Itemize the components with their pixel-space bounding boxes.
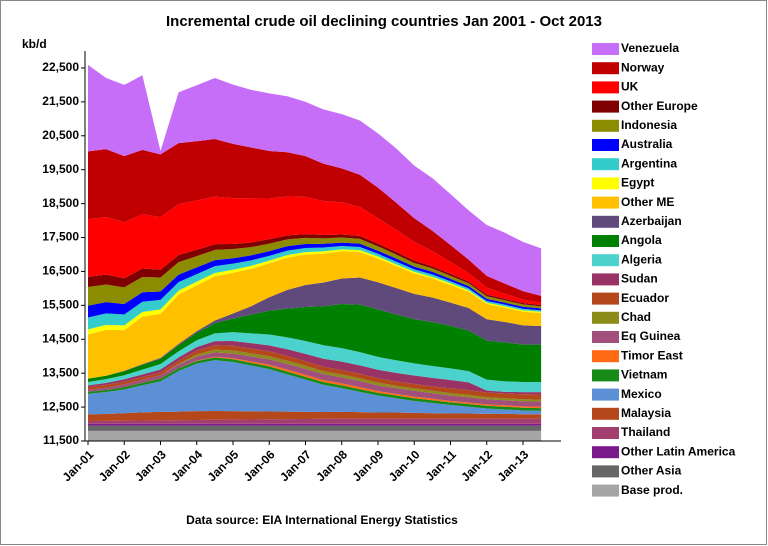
y-tick-label: 14,500 — [42, 331, 79, 345]
area — [88, 423, 542, 426]
area — [88, 430, 542, 441]
area — [88, 277, 542, 379]
legend-label: Malaysia — [621, 406, 671, 420]
legend-swatch — [592, 81, 619, 94]
legend-swatch — [592, 369, 619, 382]
legend-label: Sudan — [621, 272, 658, 286]
legend-swatch — [592, 215, 619, 228]
area — [88, 340, 542, 395]
area — [88, 345, 542, 400]
legend-swatch — [592, 484, 619, 497]
area — [88, 64, 542, 296]
legend-swatch — [592, 465, 619, 478]
legend-swatch — [592, 446, 619, 459]
y-tick-label: 21,500 — [42, 94, 79, 108]
legend-swatch — [592, 331, 619, 343]
y-tick-label: 22,500 — [42, 60, 79, 74]
legend-swatch — [592, 177, 619, 190]
legend-swatch — [592, 427, 619, 439]
y-tick-label: 13,500 — [42, 365, 79, 379]
legend-label: UK — [621, 80, 639, 94]
legend-swatch — [592, 350, 619, 363]
chart-title: Incremental crude oil declining countrie… — [166, 13, 602, 30]
area — [88, 251, 542, 379]
legend-swatch — [592, 158, 619, 171]
legend-swatch — [592, 273, 619, 286]
legend-swatch — [592, 235, 619, 247]
area — [88, 410, 542, 421]
legend-swatch — [592, 43, 619, 55]
y-tick-label: 18,500 — [42, 196, 79, 210]
area — [88, 234, 542, 307]
area — [88, 249, 542, 335]
area — [88, 303, 542, 382]
legend-label: Vietnam — [621, 368, 667, 382]
legend-swatch — [592, 292, 619, 305]
legend-label: Angola — [621, 233, 662, 247]
legend-label: Ecuador — [621, 291, 669, 305]
area — [88, 352, 542, 407]
legend-swatch — [592, 254, 619, 267]
legend-swatch — [592, 407, 619, 420]
area — [88, 139, 542, 303]
legend-label: Argentina — [621, 156, 677, 170]
y-tick-label: 20,500 — [42, 128, 79, 142]
legend-label: Other ME — [621, 195, 674, 209]
legend-label: Chad — [621, 310, 651, 324]
legend-label: Base prod. — [621, 483, 683, 497]
legend-swatch — [592, 388, 619, 401]
legend-label: Other Latin America — [621, 444, 736, 458]
area — [88, 418, 542, 424]
y-tick-label: 17,500 — [42, 230, 79, 244]
legend-swatch — [592, 62, 619, 75]
legend-swatch — [592, 100, 619, 113]
legend-label: Thailand — [621, 425, 670, 439]
legend-label: Other Europe — [621, 99, 698, 113]
legend-swatch — [592, 311, 619, 324]
legend-label: Australia — [621, 137, 673, 151]
legend-swatch — [592, 196, 619, 209]
area — [88, 196, 542, 306]
y-tick-label: 16,500 — [42, 264, 79, 278]
legend-swatch — [592, 119, 619, 132]
legend-label: Mexico — [621, 387, 662, 401]
legend-label: Algeria — [621, 252, 662, 266]
legend-label: Azerbaijan — [621, 214, 682, 228]
y-tick-label: 12,500 — [42, 399, 79, 413]
legend-label: Timor East — [621, 348, 683, 362]
y-tick-label: 19,500 — [42, 162, 79, 176]
y-tick-label: 15,500 — [42, 298, 79, 312]
area — [88, 332, 542, 393]
legend-label: Other Asia — [621, 464, 682, 478]
area — [88, 360, 542, 415]
y-axis-label: kb/d — [22, 37, 47, 51]
y-tick-label: 11,500 — [43, 433, 79, 447]
source-note: Data source: EIA International Energy St… — [186, 513, 458, 527]
legend-swatch — [592, 139, 619, 151]
area — [88, 242, 542, 318]
legend-label: Norway — [621, 60, 665, 74]
area — [88, 425, 542, 431]
legend-label: Venezuela — [621, 41, 679, 55]
area — [88, 246, 542, 330]
legend-label: Egypt — [621, 176, 654, 190]
area — [88, 237, 542, 309]
legend-label: Indonesia — [621, 118, 677, 132]
legend-label: Eq Guinea — [621, 329, 681, 343]
